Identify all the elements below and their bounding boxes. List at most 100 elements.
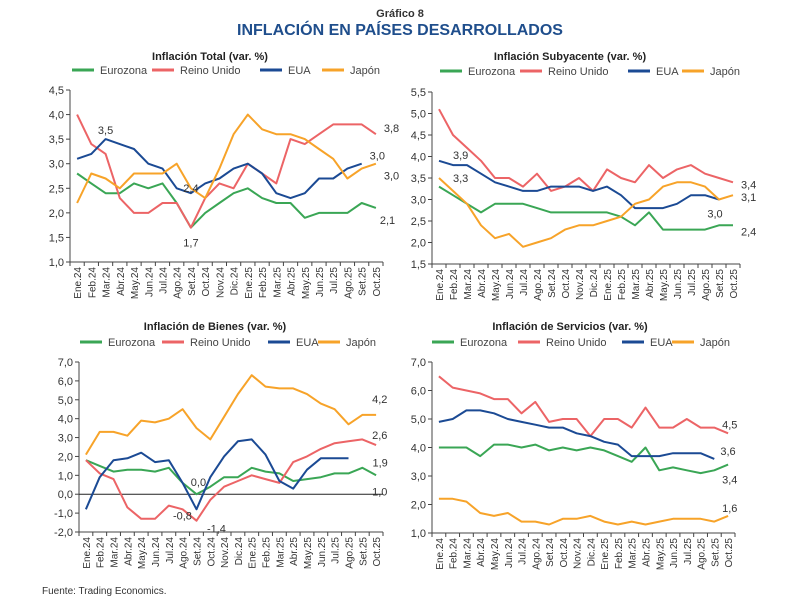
data-label: 3,0 <box>370 151 385 163</box>
y-tick-label: 1,0 <box>49 257 64 269</box>
data-label: 2,6 <box>372 430 387 442</box>
x-tick-label: Dic.24 <box>230 267 241 296</box>
x-tick-label: Mar.25 <box>628 538 639 569</box>
y-tick-label: 3,0 <box>411 195 426 207</box>
x-tick-label: Ene.24 <box>435 269 446 301</box>
series-line-japón <box>438 497 729 526</box>
y-tick-label: 3,5 <box>411 173 426 185</box>
series-line-reino-unido <box>438 108 734 192</box>
source-note: Fuente: Trading Economics. <box>42 586 167 597</box>
x-tick-label: Ago.24 <box>533 269 544 301</box>
legend-label: Japón <box>710 66 740 78</box>
y-tick-label: 2,0 <box>58 451 73 463</box>
y-tick-label: 5,5 <box>411 87 426 99</box>
x-tick-label: Jun.24 <box>144 267 155 297</box>
x-tick-label: Oct.24 <box>201 267 212 297</box>
y-tick-label: 4,0 <box>411 443 426 455</box>
y-tick-label: 1,5 <box>49 232 64 244</box>
x-tick-label: Abr.25 <box>645 269 656 298</box>
chart-title: Inflación Subyacente (var. %) <box>494 51 647 63</box>
series-line-eua <box>438 159 720 210</box>
data-label: 1,7 <box>183 238 198 250</box>
x-tick-label: Mar.24 <box>463 269 474 300</box>
chart-panel-3: Inflación de Bienes (var. %) Eurozona Rein… <box>54 321 388 569</box>
x-tick-label: Set.24 <box>192 537 203 566</box>
x-tick-label: Jun.25 <box>317 537 328 567</box>
y-tick-label: 3,5 <box>49 134 64 146</box>
data-label: 4,2 <box>372 394 387 406</box>
x-tick-label: Oct.25 <box>372 537 383 567</box>
x-tick-label: Ago.25 <box>344 537 355 569</box>
x-tick-label: Jun.25 <box>669 538 680 568</box>
y-tick-label: 2,5 <box>411 216 426 228</box>
x-tick-label: May.24 <box>130 267 141 299</box>
y-tick-label: 3,0 <box>49 159 64 171</box>
x-tick-label: Abr.25 <box>287 267 298 296</box>
y-tick-label: 4,0 <box>49 110 64 122</box>
x-tick-label: Feb.25 <box>614 538 625 570</box>
x-tick-label: Feb.25 <box>258 267 269 299</box>
x-tick-label: Abr.25 <box>641 538 652 567</box>
y-tick-label: 4,5 <box>49 85 64 97</box>
x-tick-label: Feb.24 <box>449 538 460 570</box>
x-tick-label: May.24 <box>490 538 501 570</box>
x-tick-label: Feb.25 <box>617 269 628 301</box>
y-tick-label: 1,5 <box>411 259 426 271</box>
y-tick-label: 4,0 <box>411 152 426 164</box>
series-line-eurozona <box>76 172 377 229</box>
legend-label: Eurozona <box>468 66 516 78</box>
data-label: 4,5 <box>722 419 737 431</box>
x-tick-label: Ago.24 <box>179 537 190 569</box>
x-tick-label: Set.25 <box>358 537 369 566</box>
x-tick-label: Mar.25 <box>272 267 283 298</box>
x-tick-label: Feb.24 <box>449 269 460 301</box>
x-tick-label: Dic.24 <box>589 269 600 298</box>
y-tick-label: 4,0 <box>58 414 73 426</box>
x-tick-label: Jul.25 <box>329 267 340 294</box>
data-label: 1,0 <box>372 486 387 498</box>
x-tick-label: May.24 <box>137 537 148 569</box>
y-tick-label: 6,0 <box>411 386 426 398</box>
x-tick-label: Dic.24 <box>234 537 245 566</box>
chart-panel-2: Inflación Subyacente (var. %) Eurozona Rei… <box>411 51 757 301</box>
data-label: 2,4 <box>741 226 756 238</box>
x-tick-label: Jul.25 <box>687 269 698 296</box>
x-tick-label: Ene.25 <box>600 538 611 570</box>
x-tick-label: Nov.24 <box>575 269 586 300</box>
x-tick-label: May.25 <box>301 267 312 299</box>
data-label: 3,3 <box>453 173 468 185</box>
y-tick-label: 5,0 <box>411 109 426 121</box>
x-tick-label: Ago.24 <box>173 267 184 299</box>
data-label: 3,0 <box>384 171 399 183</box>
data-label: 3,6 <box>720 446 735 458</box>
x-tick-label: Mar.24 <box>462 538 473 569</box>
x-tick-label: Feb.24 <box>87 267 98 299</box>
legend-label: Eurozona <box>460 337 508 349</box>
x-tick-label: Jun.25 <box>673 269 684 299</box>
x-tick-label: Jun.24 <box>504 538 515 568</box>
x-tick-label: Set.25 <box>710 538 721 567</box>
legend-label: Eurozona <box>100 65 148 77</box>
x-tick-label: Abr.24 <box>116 267 127 296</box>
legend-label: EUA <box>656 66 679 78</box>
chart-title: Inflación de Servicios (var. %) <box>492 321 648 333</box>
legend-label: Japón <box>346 337 376 349</box>
series-line-reino-unido <box>76 114 377 229</box>
data-label: 3,9 <box>453 150 468 162</box>
x-tick-label: Jul.24 <box>158 267 169 294</box>
data-label: 3,5 <box>98 125 113 137</box>
x-tick-label: Nov.24 <box>573 538 584 569</box>
x-tick-label: Nov.24 <box>215 267 226 298</box>
x-tick-label: Jun.24 <box>151 537 162 567</box>
x-tick-label: Ene.25 <box>603 269 614 301</box>
x-tick-label: Mar.24 <box>102 267 113 298</box>
y-tick-label: 5,0 <box>411 414 426 426</box>
x-tick-label: Oct.25 <box>372 267 383 297</box>
data-label: 3,4 <box>722 475 737 487</box>
legend-label: EUA <box>288 65 311 77</box>
series-line-japón <box>438 177 734 248</box>
y-tick-label: 0,0 <box>58 489 73 501</box>
series-line-eua <box>76 138 363 200</box>
x-tick-label: Jul.24 <box>165 537 176 564</box>
